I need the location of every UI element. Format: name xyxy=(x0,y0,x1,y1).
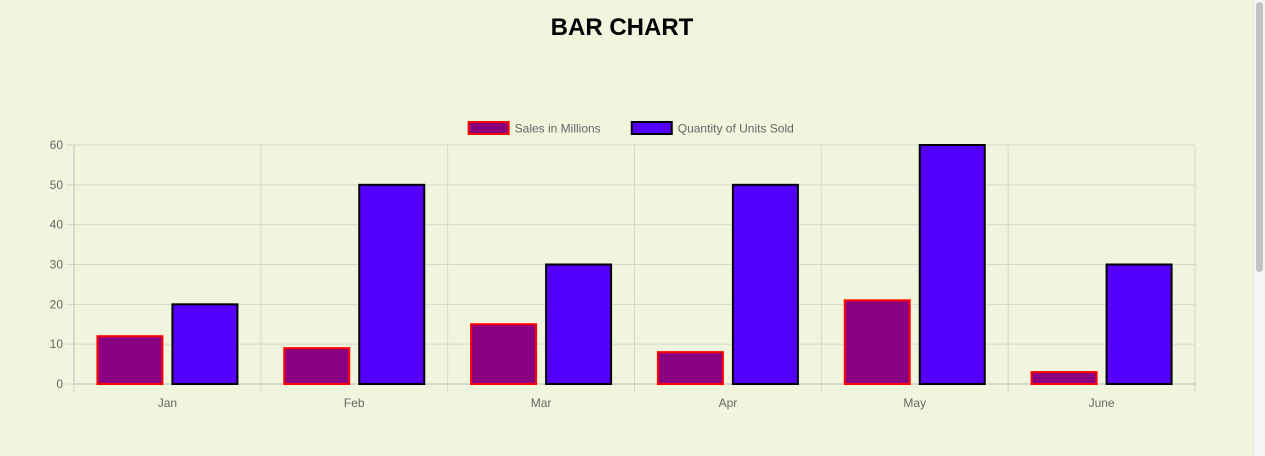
x-tick-label: Apr xyxy=(719,396,738,410)
legend-item[interactable]: Quantity of Units Sold xyxy=(630,121,794,136)
bar-sales[interactable] xyxy=(283,347,351,385)
x-tick-label: June xyxy=(1089,396,1115,410)
chart-bars xyxy=(96,144,1173,386)
bar-units[interactable] xyxy=(545,263,613,385)
bar-units[interactable] xyxy=(358,183,426,385)
bar-sales[interactable] xyxy=(96,335,164,386)
legend-swatch xyxy=(467,121,510,135)
bar-sales[interactable] xyxy=(1030,371,1098,385)
y-tick-label: 30 xyxy=(50,258,64,272)
vertical-scrollbar[interactable] xyxy=(1253,0,1265,456)
x-tick-label: Mar xyxy=(531,396,552,410)
y-tick-label: 40 xyxy=(50,218,64,232)
x-axis: Jan Feb Mar Apr May June xyxy=(74,383,1195,410)
legend-label: Sales in Millions xyxy=(515,122,601,136)
x-tick-label: Jan xyxy=(158,396,177,410)
scrollbar-thumb[interactable] xyxy=(1256,2,1263,272)
bar-sales[interactable] xyxy=(470,323,538,385)
y-tick-label: 60 xyxy=(50,138,64,152)
legend-swatch xyxy=(630,121,673,135)
page-title: BAR CHART xyxy=(550,14,694,41)
legend-label: Quantity of Units Sold xyxy=(678,122,794,136)
bar-sales[interactable] xyxy=(843,299,911,386)
bar-sales[interactable] xyxy=(656,351,724,385)
y-tick-label: 50 xyxy=(50,178,64,192)
x-tick-label: Feb xyxy=(344,396,365,410)
bar-units[interactable] xyxy=(918,144,986,385)
bar-units[interactable] xyxy=(171,303,239,386)
y-tick-label: 10 xyxy=(50,337,64,351)
x-tick-label: May xyxy=(903,396,926,410)
y-axis: 0 10 20 30 40 50 60 xyxy=(50,138,75,391)
bar-units[interactable] xyxy=(1105,263,1173,385)
legend-item[interactable]: Sales in Millions xyxy=(467,121,601,136)
bar-units[interactable] xyxy=(731,183,799,385)
y-tick-label: 0 xyxy=(56,377,63,391)
chart-legend: Sales in Millions Quantity of Units Sold xyxy=(467,121,794,136)
y-tick-label: 20 xyxy=(50,297,64,311)
